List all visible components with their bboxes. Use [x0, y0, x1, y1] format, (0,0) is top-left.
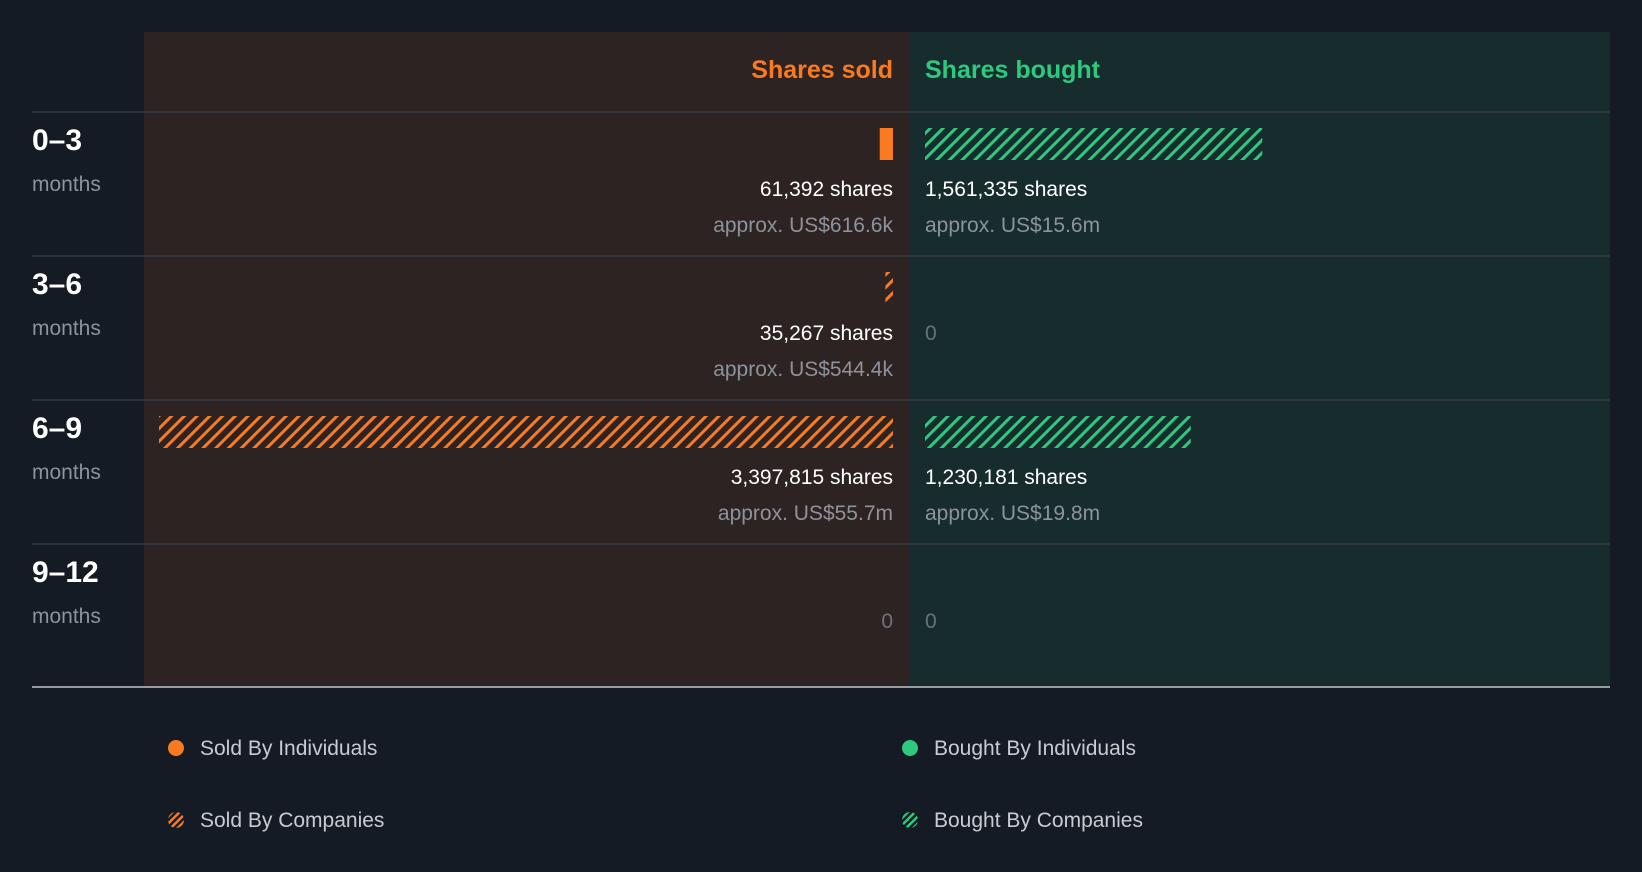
- legend-swatch: [168, 812, 184, 828]
- sold-shares-label: 3,397,815 shares: [731, 466, 893, 489]
- bought-shares-label: 1,230,181 shares: [925, 466, 1087, 489]
- period-unit: months: [32, 605, 101, 628]
- sold-bar: [159, 416, 893, 448]
- bought-value-label: approx. US$15.6m: [925, 214, 1100, 237]
- sold-header: Shares sold: [751, 56, 893, 84]
- legend-swatch: [902, 812, 918, 828]
- bought-shares-label: 1,561,335 shares: [925, 178, 1087, 201]
- period-unit: months: [32, 461, 101, 484]
- bought-header: Shares bought: [925, 56, 1101, 84]
- bought-shares-label: 0: [925, 322, 937, 345]
- bought-bar: [925, 128, 1263, 160]
- sold-shares-label: 0: [881, 610, 893, 633]
- sold-value-label: approx. US$55.7m: [718, 502, 893, 525]
- legend-swatch: [902, 740, 918, 756]
- sold-value-label: approx. US$616.6k: [713, 214, 893, 237]
- period-range: 6–9: [32, 412, 82, 445]
- period-unit: months: [32, 317, 101, 340]
- period-range: 0–3: [32, 124, 82, 157]
- bought-shares-label: 0: [925, 610, 937, 633]
- legend: Sold By Individuals Bought By Individuals…: [168, 737, 1143, 832]
- legend-swatch: [168, 740, 184, 756]
- sold-panel: [144, 32, 909, 687]
- period-range: 3–6: [32, 268, 82, 301]
- sold-shares-label: 61,392 shares: [760, 178, 893, 201]
- period-unit: months: [32, 173, 101, 196]
- legend-label: Bought By Companies: [934, 809, 1143, 832]
- legend-label: Sold By Companies: [200, 809, 384, 832]
- period-range: 9–12: [32, 556, 99, 589]
- sold-shares-label: 35,267 shares: [760, 322, 893, 345]
- sold-bar: [879, 128, 893, 160]
- bought-value-label: approx. US$19.8m: [925, 502, 1100, 525]
- sold-bar: [885, 272, 893, 304]
- sold-value-label: approx. US$544.4k: [713, 358, 893, 381]
- chart-rows: 0–3 months 61,392 shares approx. US$616.6k 1…: [32, 111, 1610, 633]
- legend-label: Sold By Individuals: [200, 737, 377, 760]
- legend-label: Bought By Individuals: [934, 737, 1136, 760]
- bought-bar: [925, 416, 1191, 448]
